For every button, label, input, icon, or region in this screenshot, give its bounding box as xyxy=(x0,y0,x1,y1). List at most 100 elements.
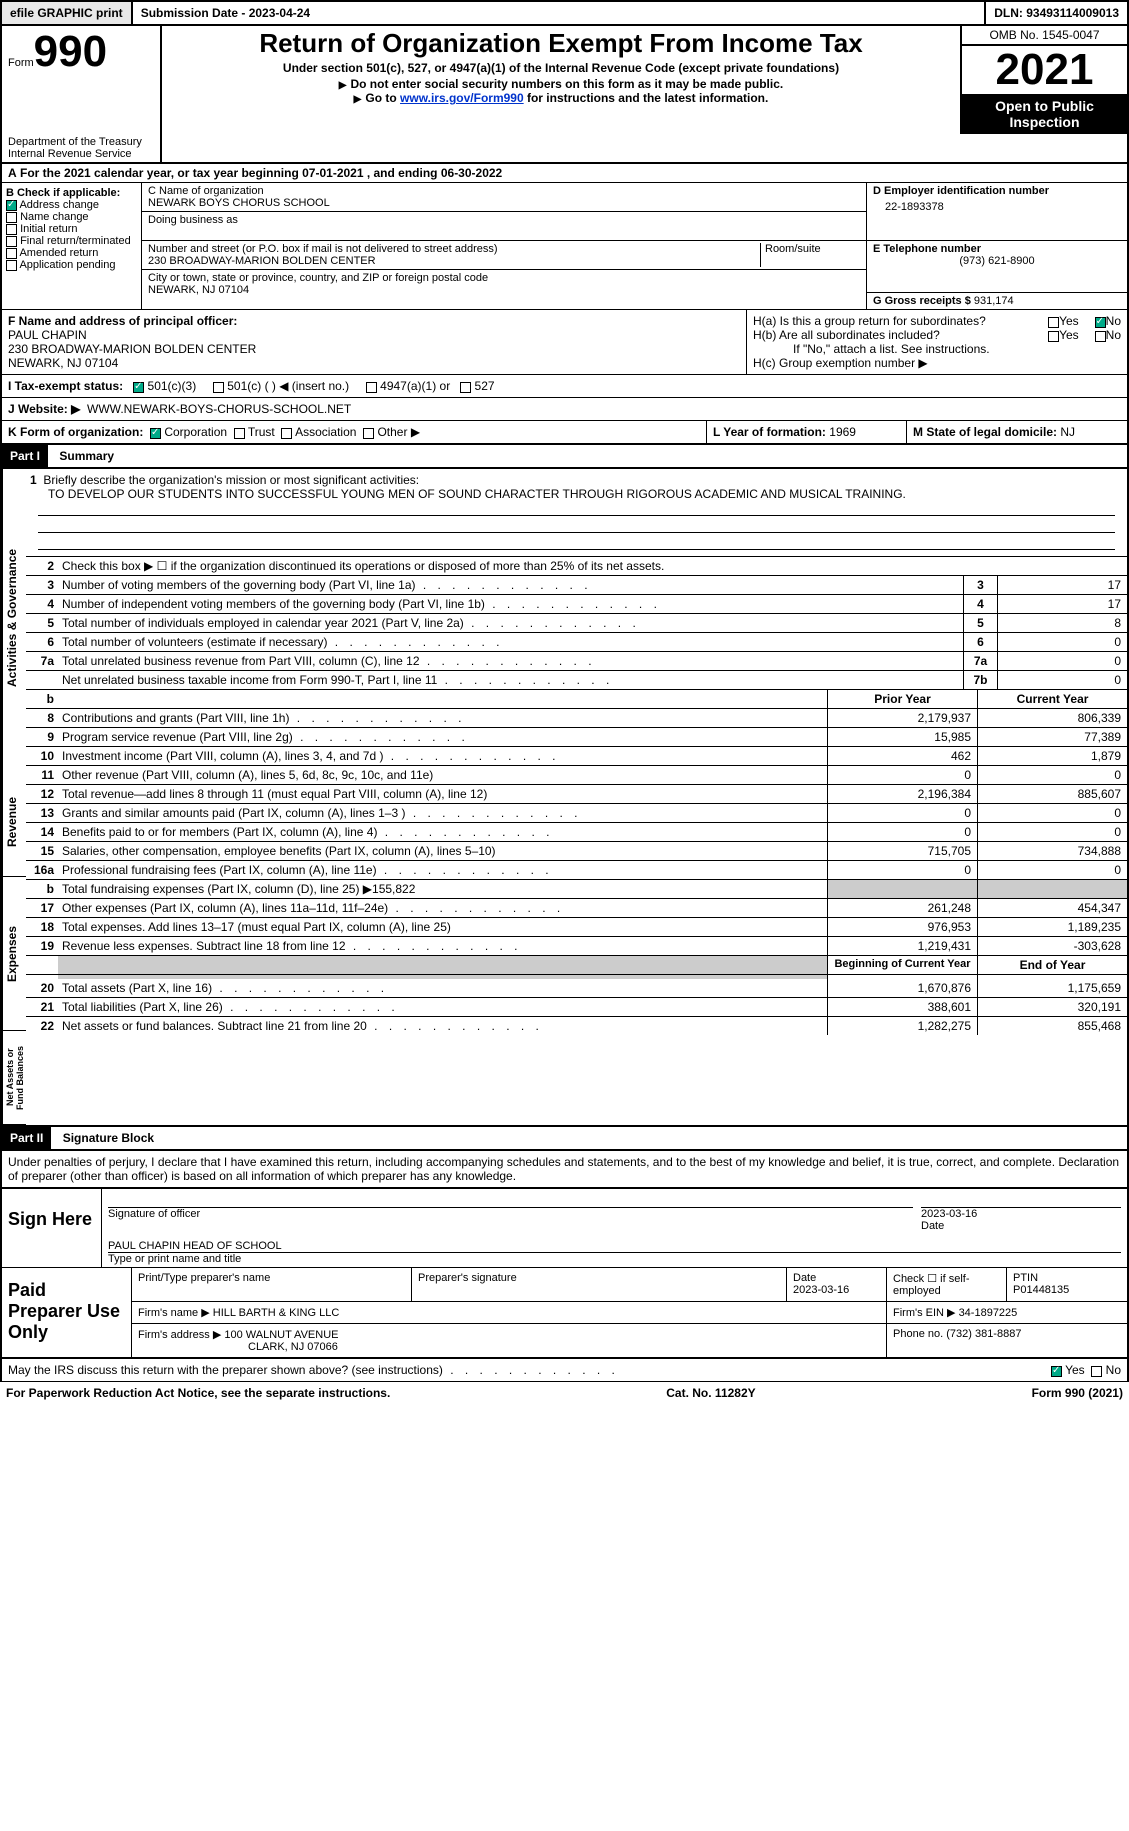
sections-fh: F Name and address of principal officer:… xyxy=(0,310,1129,375)
line15-curr: 734,888 xyxy=(977,842,1127,860)
tel-label: E Telephone number xyxy=(873,243,1121,255)
form-subtitle: Under section 501(c), 527, or 4947(a)(1)… xyxy=(170,61,952,75)
trust-label: Trust xyxy=(248,425,275,439)
hb-no-checkbox[interactable] xyxy=(1095,331,1106,342)
initial-return-label: Initial return xyxy=(20,223,77,235)
assoc-checkbox[interactable] xyxy=(281,428,292,439)
part1-title: Summary xyxy=(51,445,122,467)
line16a-prior: 0 xyxy=(827,861,977,879)
year-formation: 1969 xyxy=(829,425,856,439)
line15-prior: 715,705 xyxy=(827,842,977,860)
sign-here-row: Sign Here Signature of officer 2023-03-1… xyxy=(0,1189,1129,1268)
part2-header-row: Part II Signature Block xyxy=(0,1127,1129,1151)
q1-answer: TO DEVELOP OUR STUDENTS INTO SUCCESSFUL … xyxy=(30,487,1123,501)
final-return-checkbox[interactable] xyxy=(6,236,17,247)
4947-checkbox[interactable] xyxy=(366,382,377,393)
vlabel-revenue: Revenue xyxy=(2,767,26,877)
501c3-checkbox[interactable] xyxy=(133,382,144,393)
corp-checkbox[interactable] xyxy=(150,428,161,439)
website-label: J Website: ▶ xyxy=(8,402,80,416)
line19-curr: -303,628 xyxy=(977,937,1127,955)
irs-link[interactable]: www.irs.gov/Form990 xyxy=(400,91,524,105)
line12-prior: 2,196,384 xyxy=(827,785,977,803)
line21-text: Total liabilities (Part X, line 26) xyxy=(58,998,827,1016)
line10-text: Investment income (Part VIII, column (A)… xyxy=(58,747,827,765)
dept-row: Department of the Treasury Internal Reve… xyxy=(0,134,1129,164)
paperwork-notice: For Paperwork Reduction Act Notice, see … xyxy=(6,1386,390,1400)
cat-number: Cat. No. 11282Y xyxy=(666,1386,755,1400)
website-url: WWW.NEWARK-BOYS-CHORUS-SCHOOL.NET xyxy=(87,402,351,416)
curr-year-header: Current Year xyxy=(977,690,1127,708)
tax-year-range: For the 2021 calendar year, or tax year … xyxy=(20,166,502,180)
line19-text: Revenue less expenses. Subtract line 18 … xyxy=(58,937,827,955)
officer-print-name: PAUL CHAPIN HEAD OF SCHOOL xyxy=(108,1240,1121,1252)
sections-klm: K Form of organization: Corporation Trus… xyxy=(0,421,1129,445)
prep-sig-label: Preparer's signature xyxy=(412,1268,787,1301)
prep-date-label: Date xyxy=(793,1272,816,1284)
officer-city: NEWARK, NJ 07104 xyxy=(8,356,740,370)
4947-label: 4947(a)(1) or xyxy=(380,379,450,393)
firm-ein-label: Firm's EIN ▶ xyxy=(893,1307,956,1319)
room-label: Room/suite xyxy=(760,243,860,267)
q2-text: Check this box ▶ ☐ if the organization d… xyxy=(58,557,1127,575)
phone-value: (732) 381-8887 xyxy=(946,1328,1021,1340)
501c-checkbox[interactable] xyxy=(213,382,224,393)
discuss-yes-checkbox[interactable] xyxy=(1051,1366,1062,1377)
trust-checkbox[interactable] xyxy=(234,428,245,439)
section-c: C Name of organizationNEWARK BOYS CHORUS… xyxy=(142,183,867,309)
officer-addr: 230 BROADWAY-MARION BOLDEN CENTER xyxy=(8,342,740,356)
ein-label: D Employer identification number xyxy=(873,185,1121,197)
section-k: K Form of organization: Corporation Trus… xyxy=(2,421,707,443)
other-label: Other ▶ xyxy=(377,425,420,439)
line4-text: Number of independent voting members of … xyxy=(58,595,963,613)
corp-label: Corporation xyxy=(164,425,227,439)
firm-name: HILL BARTH & KING LLC xyxy=(213,1307,340,1319)
vlabel-netassets: Net Assets or Fund Balances xyxy=(2,1031,26,1125)
initial-return-checkbox[interactable] xyxy=(6,224,17,235)
line15-text: Salaries, other compensation, employee b… xyxy=(58,842,827,860)
discuss-yes-label: Yes xyxy=(1065,1363,1085,1377)
form-note1: Do not enter social security numbers on … xyxy=(170,77,952,91)
sections-bcd: B Check if applicable: Address change Na… xyxy=(0,183,1129,310)
line22-text: Net assets or fund balances. Subtract li… xyxy=(58,1017,827,1035)
bottom-row: For Paperwork Reduction Act Notice, see … xyxy=(0,1382,1129,1404)
line20-text: Total assets (Part X, line 16) xyxy=(58,979,827,997)
app-pending-checkbox[interactable] xyxy=(6,260,17,271)
form-title: Return of Organization Exempt From Incom… xyxy=(170,28,952,59)
line7a-val: 0 xyxy=(997,652,1127,670)
line13-prior: 0 xyxy=(827,804,977,822)
527-checkbox[interactable] xyxy=(460,382,471,393)
section-b: B Check if applicable: Address change Na… xyxy=(2,183,142,309)
hb-yes-checkbox[interactable] xyxy=(1048,331,1059,342)
address-change-label: Address change xyxy=(19,199,99,211)
ha-no-checkbox[interactable] xyxy=(1095,317,1106,328)
no-label: No xyxy=(1106,314,1121,328)
firm-ein: 34-1897225 xyxy=(959,1307,1018,1319)
note2-pre: Go to xyxy=(365,91,400,105)
other-checkbox[interactable] xyxy=(363,428,374,439)
year-box: OMB No. 1545-0047 2021 Open to Public In… xyxy=(962,26,1127,134)
section-h: H(a) Is this a group return for subordin… xyxy=(747,310,1127,374)
line21-curr: 320,191 xyxy=(977,998,1127,1016)
efile-button[interactable]: efile GRAPHIC print xyxy=(2,2,133,24)
discuss-no-checkbox[interactable] xyxy=(1091,1366,1102,1377)
line5-text: Total number of individuals employed in … xyxy=(58,614,963,632)
firm-addr1: 100 WALNUT AVENUE xyxy=(224,1329,338,1341)
prep-date: 2023-03-16 xyxy=(793,1284,849,1296)
no-label2: No xyxy=(1106,328,1121,342)
line12-text: Total revenue—add lines 8 through 11 (mu… xyxy=(58,785,827,803)
sig-date: 2023-03-16 xyxy=(921,1208,977,1220)
firm-addr-label: Firm's address ▶ xyxy=(138,1329,221,1341)
amended-return-checkbox[interactable] xyxy=(6,248,17,259)
ha-yes-checkbox[interactable] xyxy=(1048,317,1059,328)
part1-header-row: Part I Summary xyxy=(0,445,1129,469)
address-change-checkbox[interactable] xyxy=(6,200,17,211)
line13-curr: 0 xyxy=(977,804,1127,822)
section-a: A For the 2021 calendar year, or tax yea… xyxy=(0,164,1129,183)
org-name-label: C Name of organization xyxy=(148,185,860,197)
line10-curr: 1,879 xyxy=(977,747,1127,765)
line17-text: Other expenses (Part IX, column (A), lin… xyxy=(58,899,827,917)
name-change-checkbox[interactable] xyxy=(6,212,17,223)
line9-curr: 77,389 xyxy=(977,728,1127,746)
form-number-box: Form990 xyxy=(2,26,162,134)
